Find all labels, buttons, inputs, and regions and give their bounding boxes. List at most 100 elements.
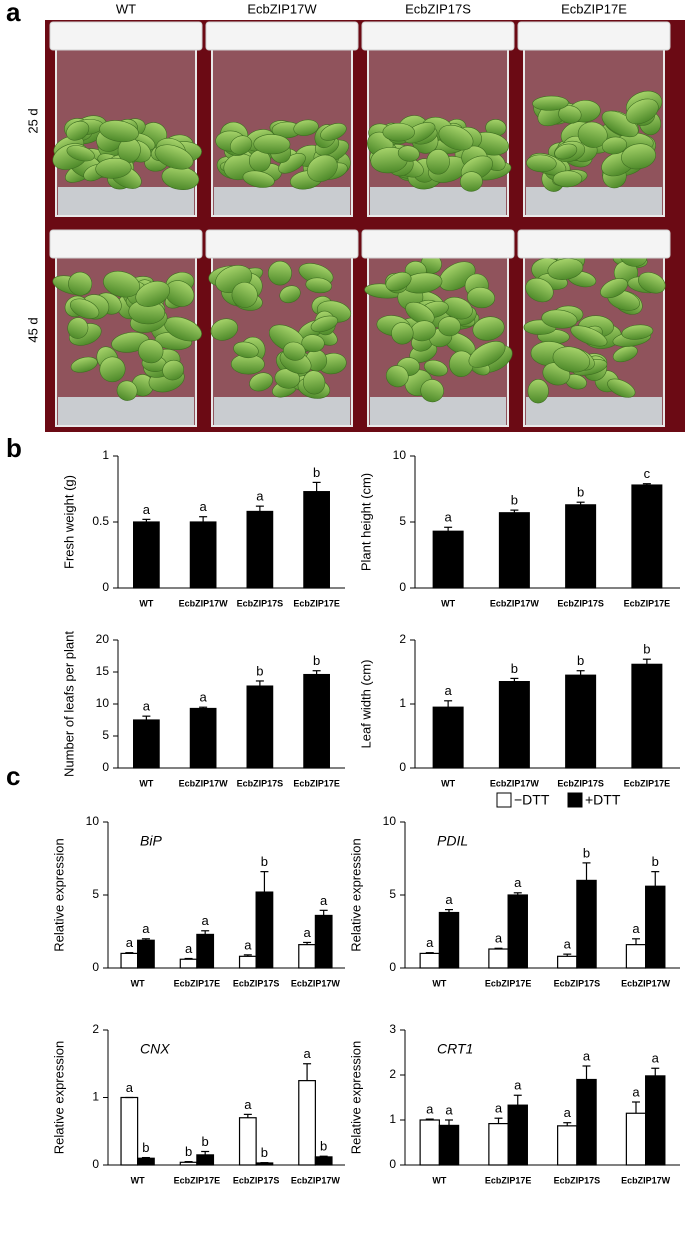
significance-label: b — [652, 854, 659, 869]
leaf — [437, 316, 461, 337]
error-bar — [651, 871, 660, 887]
significance-label: a — [143, 699, 151, 714]
y-tick-label: 1 — [389, 1112, 396, 1126]
error-bar — [243, 954, 252, 957]
leaf — [66, 120, 90, 141]
bar — [438, 911, 460, 969]
bar — [498, 512, 530, 589]
legend-label: +DTT — [585, 792, 621, 808]
bar — [557, 1125, 578, 1166]
error-bar — [319, 1155, 328, 1157]
significance-label: b — [577, 653, 584, 668]
agar — [370, 187, 506, 215]
significance-label: a — [320, 893, 328, 908]
leaf — [468, 341, 506, 368]
significance-label: a — [495, 931, 503, 946]
leaf — [229, 135, 253, 155]
error-bar — [141, 938, 150, 941]
leaf — [607, 378, 636, 398]
y-tick-label: 10 — [96, 696, 110, 710]
bar — [419, 952, 440, 969]
x-tick-label: EcbZIP17W — [291, 978, 341, 988]
bar — [179, 1161, 198, 1166]
error-bar — [255, 505, 264, 512]
significance-label: a — [244, 937, 252, 952]
bar — [314, 914, 333, 969]
bar — [246, 685, 274, 769]
leaf — [301, 334, 325, 353]
significance-label: c — [644, 466, 651, 481]
significance-label: a — [514, 875, 522, 890]
x-tick-label: WT — [131, 978, 145, 988]
error-bar — [444, 526, 453, 532]
error-bar — [312, 670, 321, 675]
leaf — [293, 119, 319, 136]
significance-label: b — [643, 642, 650, 657]
significance-label: b — [142, 1140, 149, 1155]
x-tick-label: EcbZIP17E — [174, 978, 221, 988]
significance-label: b — [202, 1134, 209, 1149]
error-bar — [125, 952, 134, 954]
x-tick-label: EcbZIP17S — [237, 778, 284, 788]
x-tick-label: EcbZIP17E — [293, 598, 340, 608]
leaf — [233, 341, 259, 359]
bar — [438, 1124, 460, 1166]
agar — [214, 397, 350, 425]
leaf — [279, 285, 301, 304]
significance-label: a — [514, 1078, 522, 1093]
leaf — [459, 171, 483, 192]
error-bar — [303, 1063, 312, 1081]
x-tick-label: EcbZIP17W — [291, 1175, 341, 1185]
bar — [238, 1117, 257, 1166]
significance-label: b — [583, 845, 590, 860]
x-tick-label: EcbZIP17E — [485, 1175, 532, 1185]
agar — [370, 397, 506, 425]
leaf — [527, 379, 549, 404]
significance-label: a — [256, 489, 264, 504]
leaf — [552, 346, 591, 373]
bar — [137, 1157, 155, 1166]
leaf — [66, 145, 95, 162]
error-bar — [199, 516, 208, 522]
leaf — [307, 154, 338, 182]
significance-label: b — [511, 493, 518, 508]
error-bar — [142, 518, 151, 522]
leaf — [601, 110, 639, 138]
leaf — [382, 122, 415, 142]
row-label: 45 d — [25, 317, 40, 342]
leaf — [154, 144, 194, 170]
leaf — [397, 145, 420, 162]
error-bar — [444, 700, 453, 708]
bar — [419, 1119, 440, 1166]
leaf — [420, 379, 444, 403]
x-tick-label: WT — [432, 1175, 446, 1185]
y-tick-label: 15 — [96, 664, 110, 678]
error-bar — [632, 1101, 640, 1114]
error-bar — [445, 1119, 453, 1126]
error-bar — [494, 947, 503, 950]
panel-label: b — [6, 433, 22, 463]
significance-label: a — [445, 1102, 453, 1117]
bar — [189, 707, 217, 769]
leaf — [570, 325, 608, 347]
leaf — [525, 277, 554, 303]
significance-label: b — [261, 1145, 268, 1160]
bar — [645, 885, 666, 969]
error-bar — [642, 483, 651, 486]
y-axis-label: Relative expression — [51, 1041, 66, 1154]
bar — [625, 944, 647, 969]
leaf — [600, 278, 628, 299]
leaf — [68, 271, 93, 296]
x-tick-label: EcbZIP17S — [233, 978, 280, 988]
leaf — [526, 154, 557, 173]
leaf — [385, 365, 409, 388]
leaf — [69, 298, 100, 319]
x-tick-label: EcbZIP17W — [490, 778, 540, 788]
significance-label: a — [126, 935, 134, 950]
significance-label: a — [426, 1102, 434, 1117]
bar — [189, 521, 217, 589]
error-bar — [303, 941, 312, 945]
x-tick-label: EcbZIP17S — [554, 978, 601, 988]
y-tick-label: 10 — [383, 814, 397, 828]
leaf — [552, 170, 583, 188]
